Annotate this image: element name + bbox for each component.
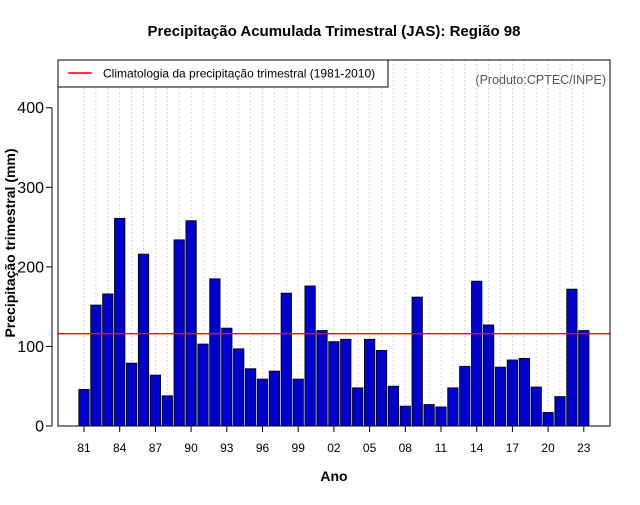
bar-2012 (447, 387, 459, 427)
bar-1997 (268, 370, 281, 427)
bar-2021 (554, 396, 566, 427)
chart-title: Precipitação Acumulada Trimestral (JAS):… (148, 23, 521, 40)
x-tick-label: 84 (113, 441, 127, 455)
x-axis: 81 84 87 90 93 96 99 02 05 08 11 14 17 20 23 (77, 426, 591, 455)
y-axis-label: Precipitação trimestral (mm) (2, 148, 18, 337)
bar-1995 (244, 368, 257, 427)
x-tick-label: 17 (506, 441, 520, 455)
x-tick-label: 81 (77, 441, 91, 455)
x-tick-label: 08 (399, 441, 413, 455)
x-tick-label: 20 (541, 441, 555, 455)
bar-2010 (423, 404, 435, 427)
bar-2017 (506, 359, 519, 427)
bar-1992 (209, 278, 221, 427)
x-tick-label: 99 (292, 441, 306, 455)
bar-1993 (221, 327, 233, 427)
legend-label: Climatologia da precipitação trimestral … (103, 67, 375, 81)
y-tick-label: 200 (17, 259, 44, 276)
bar-1989 (173, 239, 185, 427)
bar-2022 (566, 288, 578, 427)
bar-2004 (352, 387, 364, 427)
bar-2006 (375, 350, 388, 427)
bar-1987 (149, 374, 161, 427)
bar-2003 (340, 338, 352, 427)
bar-1986 (137, 253, 150, 427)
bar-1990 (185, 220, 197, 427)
legend-box (57, 59, 389, 88)
bar-1999 (292, 378, 304, 427)
bar-2008 (399, 405, 411, 427)
bar-2011 (435, 406, 447, 427)
bar-1996 (256, 378, 269, 427)
bar-2020 (542, 412, 554, 427)
y-tick-label: 400 (17, 100, 44, 117)
bar-2015 (482, 324, 495, 427)
x-axis-label: Ano (320, 468, 347, 484)
bar-1982 (90, 304, 102, 427)
x-tick-label: 02 (327, 441, 341, 455)
bar-1991 (197, 343, 209, 427)
x-tick-label: 05 (363, 441, 377, 455)
bar-2009 (411, 296, 423, 427)
x-tick-label: 14 (470, 441, 484, 455)
x-tick-label: 96 (256, 441, 270, 455)
bar-1984 (114, 217, 126, 427)
y-axis: 0 100 200 300 400 (17, 100, 53, 436)
y-tick-label: 0 (35, 419, 44, 436)
bar-1983 (102, 293, 114, 427)
bar-2018 (518, 357, 530, 427)
bar-2019 (530, 386, 542, 427)
y-tick-label: 300 (17, 180, 44, 197)
bar-2005 (363, 338, 376, 427)
x-tick-label: 23 (577, 441, 591, 455)
product-annotation: (Produto:CPTEC/INPE) (475, 73, 606, 87)
x-tick-label: 90 (184, 441, 198, 455)
bar-2007 (387, 385, 400, 427)
bar-1998 (280, 292, 292, 427)
bar-1988 (161, 395, 173, 427)
x-tick-label: 11 (435, 441, 448, 455)
bar-2014 (471, 280, 483, 427)
bar-2002 (328, 341, 340, 427)
bars (78, 217, 590, 427)
bar-1981 (78, 388, 90, 427)
x-tick-label: 93 (220, 441, 234, 455)
legend: Climatologia da precipitação trimestral … (57, 59, 389, 88)
bar-2001 (316, 330, 328, 427)
bar-2016 (494, 366, 507, 427)
bar-2013 (459, 365, 471, 427)
bar-1985 (126, 362, 138, 427)
y-tick-label: 100 (17, 339, 44, 356)
x-tick-label: 87 (149, 441, 163, 455)
bar-1994 (233, 348, 245, 427)
bar-2023 (578, 330, 590, 427)
bar-2000 (304, 285, 316, 427)
